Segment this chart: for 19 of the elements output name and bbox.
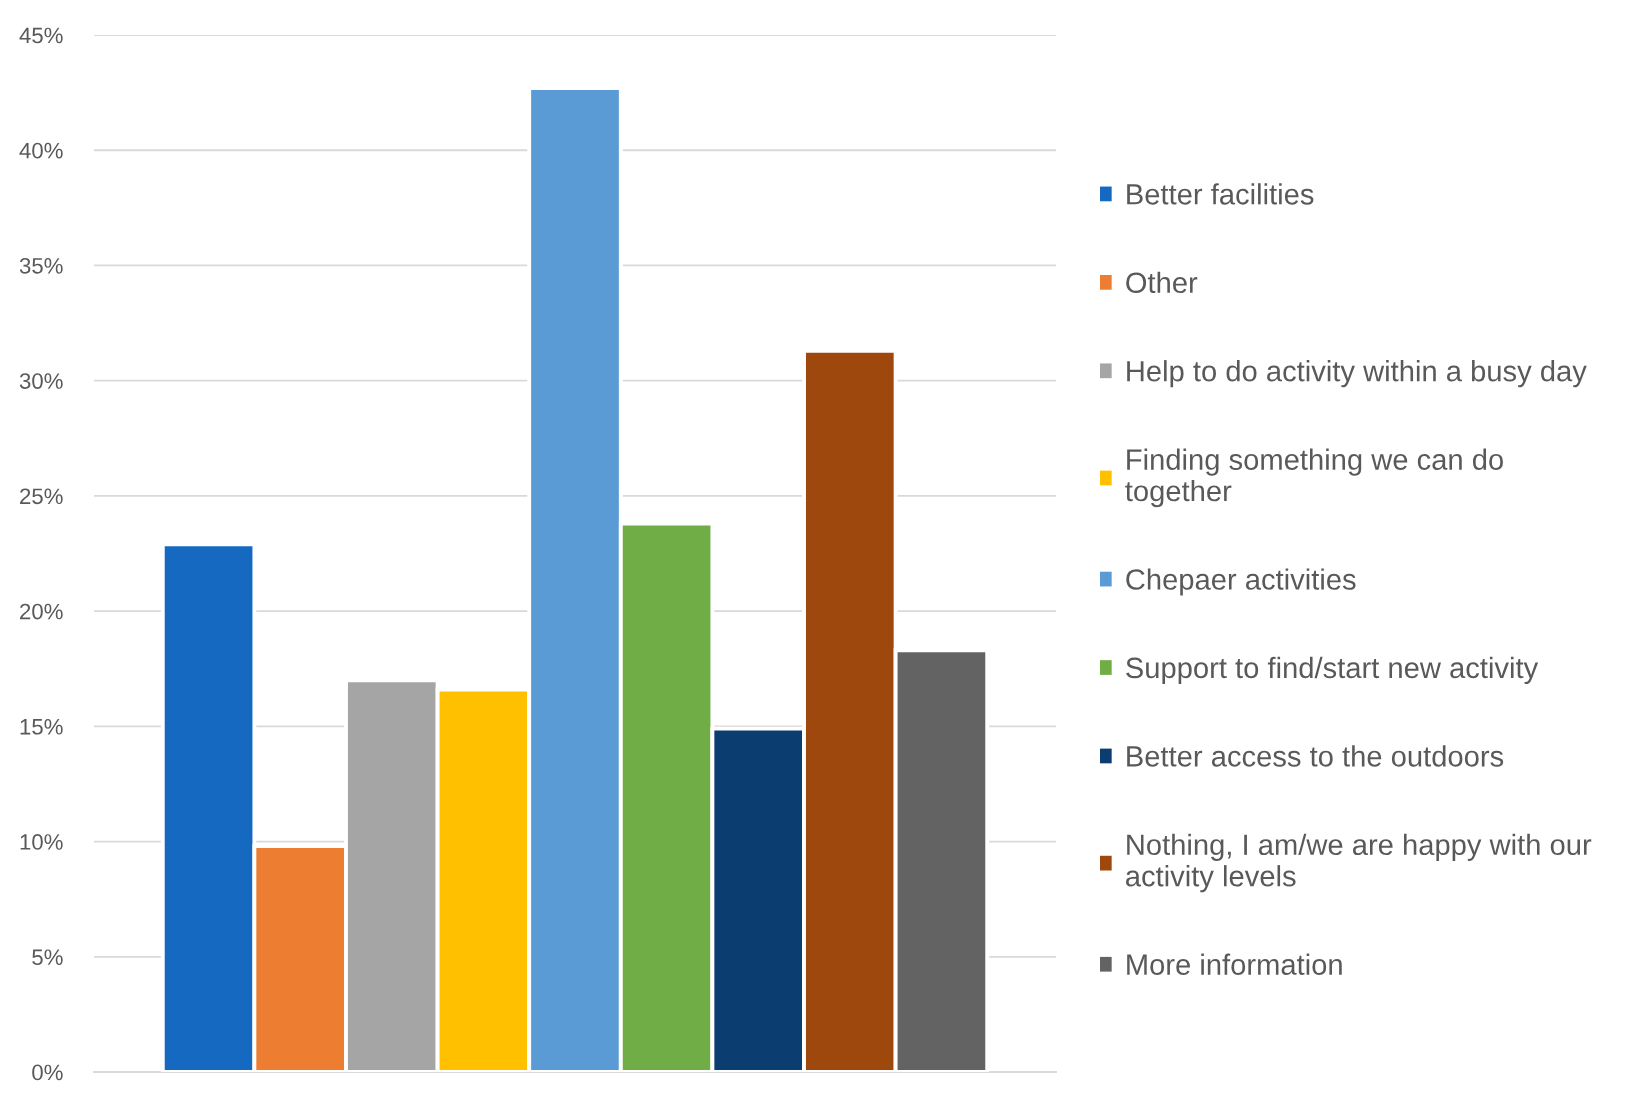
y-tick-label: 35%	[19, 257, 63, 274]
legend-label: Other	[1126, 271, 1198, 294]
legend-label: Chepaer activities	[1126, 568, 1356, 596]
legend-label: Better facilities	[1127, 183, 1314, 205]
legend-label: Better access to the outdoors	[1127, 745, 1504, 767]
legend-label: Finding something we can do together	[1125, 448, 1503, 508]
legend-label: Help to do activity within a busy day	[1127, 360, 1587, 388]
y-tick-label: 20%	[20, 603, 63, 620]
y-tick-label: 10%	[20, 834, 63, 850]
y-tick-label: 40%	[19, 142, 63, 159]
y-tick-label: 45%	[19, 27, 63, 44]
legend-label: Nothing, I am/we are happy with our activity levels	[1126, 833, 1592, 893]
y-tick-label: 5%	[32, 949, 63, 966]
y-tick-label: 0%	[32, 1064, 63, 1081]
y-tick-label: 30%	[19, 373, 63, 389]
y-tick-label: 15%	[20, 718, 63, 735]
y-tick-label: 25%	[20, 488, 63, 505]
legend-label: More information	[1127, 953, 1342, 975]
legend-label: Support to find/start new activity	[1126, 656, 1539, 685]
